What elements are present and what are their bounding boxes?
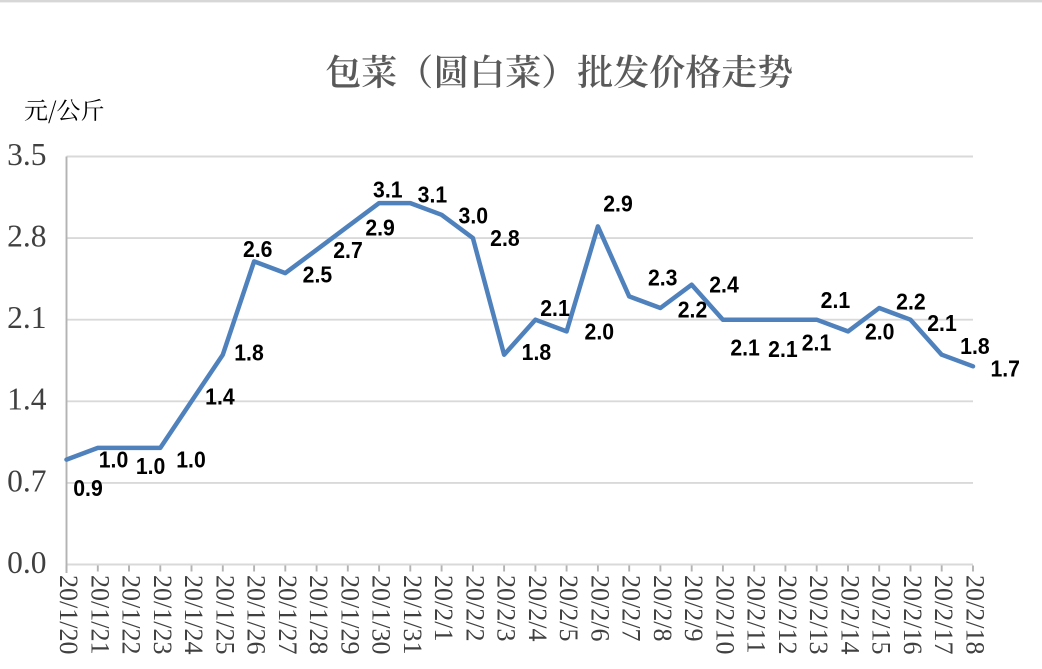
svg-text:20/1/30: 20/1/30 — [367, 575, 396, 654]
svg-text:20/1/28: 20/1/28 — [304, 575, 333, 654]
svg-text:20/1/20: 20/1/20 — [54, 575, 83, 654]
svg-text:2.8: 2.8 — [490, 225, 520, 251]
svg-text:20/1/21: 20/1/21 — [85, 575, 114, 654]
svg-text:1.7: 1.7 — [990, 356, 1020, 382]
svg-text:2.1: 2.1 — [927, 310, 957, 336]
svg-text:20/1/22: 20/1/22 — [117, 575, 146, 654]
svg-text:0.9: 0.9 — [73, 475, 103, 501]
svg-text:20/1/23: 20/1/23 — [148, 575, 177, 654]
svg-text:1.4: 1.4 — [205, 383, 235, 409]
svg-text:20/1/27: 20/1/27 — [273, 575, 302, 654]
svg-text:20/1/31: 20/1/31 — [398, 575, 427, 654]
svg-text:20/2/4: 20/2/4 — [523, 575, 552, 641]
svg-text:2.5: 2.5 — [303, 261, 333, 287]
svg-text:20/2/5: 20/2/5 — [554, 575, 583, 641]
svg-text:0.0: 0.0 — [7, 545, 46, 580]
svg-text:20/2/17: 20/2/17 — [929, 575, 958, 654]
svg-text:2.7: 2.7 — [333, 237, 363, 263]
svg-text:3.1: 3.1 — [418, 182, 448, 208]
svg-text:2.1: 2.1 — [768, 336, 798, 362]
svg-text:2.8: 2.8 — [7, 219, 46, 254]
svg-text:20/1/24: 20/1/24 — [179, 575, 208, 654]
svg-text:20/1/25: 20/1/25 — [210, 575, 239, 654]
svg-text:20/2/18: 20/2/18 — [961, 575, 990, 654]
svg-text:2.1: 2.1 — [7, 300, 46, 335]
svg-text:1.0: 1.0 — [176, 447, 206, 473]
svg-text:20/2/10: 20/2/10 — [710, 575, 739, 654]
svg-text:20/2/13: 20/2/13 — [804, 575, 833, 654]
svg-text:1.0: 1.0 — [99, 447, 129, 473]
svg-text:2.6: 2.6 — [243, 236, 273, 262]
svg-text:20/2/9: 20/2/9 — [679, 575, 708, 641]
svg-text:1.8: 1.8 — [960, 333, 990, 359]
svg-text:20/2/6: 20/2/6 — [585, 575, 614, 641]
svg-text:20/2/11: 20/2/11 — [742, 575, 771, 653]
svg-text:2.4: 2.4 — [709, 272, 739, 298]
svg-text:3.0: 3.0 — [459, 202, 489, 228]
svg-text:2.0: 2.0 — [585, 318, 615, 344]
svg-text:20/2/14: 20/2/14 — [836, 575, 865, 654]
svg-text:20/2/16: 20/2/16 — [898, 575, 927, 654]
svg-text:2.2: 2.2 — [678, 297, 708, 323]
svg-text:2.0: 2.0 — [865, 318, 895, 344]
svg-text:20/1/26: 20/1/26 — [242, 575, 271, 654]
svg-text:20/1/29: 20/1/29 — [335, 575, 364, 654]
svg-text:20/2/2: 20/2/2 — [460, 575, 489, 641]
svg-text:2.1: 2.1 — [802, 330, 832, 356]
svg-text:20/2/1: 20/2/1 — [429, 575, 458, 641]
svg-text:2.2: 2.2 — [896, 289, 926, 315]
svg-text:2.1: 2.1 — [821, 287, 851, 313]
svg-text:20/2/3: 20/2/3 — [492, 575, 521, 641]
svg-text:0.7: 0.7 — [7, 463, 46, 498]
svg-text:20/2/12: 20/2/12 — [773, 575, 802, 654]
svg-text:3.1: 3.1 — [373, 176, 403, 202]
svg-text:2.9: 2.9 — [603, 191, 633, 217]
svg-text:3.5: 3.5 — [7, 137, 46, 172]
svg-text:1.8: 1.8 — [522, 339, 552, 365]
svg-text:1.4: 1.4 — [7, 382, 47, 417]
svg-text:1.8: 1.8 — [234, 340, 264, 366]
svg-text:2.9: 2.9 — [365, 215, 395, 241]
svg-text:2.1: 2.1 — [730, 334, 760, 360]
svg-text:20/2/7: 20/2/7 — [617, 575, 646, 641]
svg-text:2.3: 2.3 — [648, 265, 678, 291]
svg-text:20/2/8: 20/2/8 — [648, 575, 677, 641]
svg-text:20/2/15: 20/2/15 — [867, 575, 896, 654]
svg-text:1.0: 1.0 — [136, 453, 166, 479]
svg-text:2.1: 2.1 — [540, 295, 570, 321]
